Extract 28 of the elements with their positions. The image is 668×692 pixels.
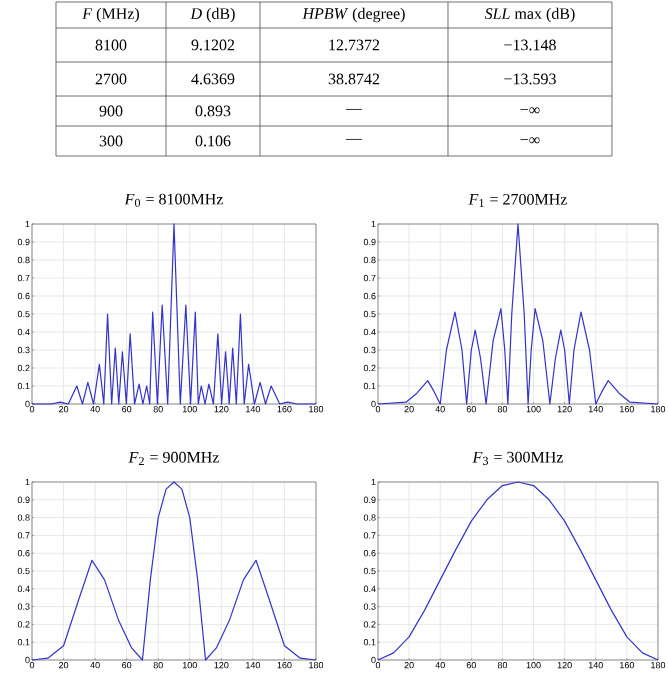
text: 2700 [95,73,127,85]
chart-title: F$_{1}$ = 2700MHz [468,193,567,207]
text: 8100 [95,39,127,51]
text: 38.8742 [328,73,380,85]
text: D (dB) [190,7,235,23]
chart-title: F$_{0}$ = 8100MHz [124,193,223,207]
line-series [377,223,659,405]
text: 0.106 [195,135,231,147]
line-series [31,223,317,405]
text: F (MHz) [82,7,139,23]
text: 0.893 [195,105,231,117]
text: 4.6369 [191,73,235,85]
text: −13.148 [504,39,556,51]
text: 300 [99,135,123,147]
chart-title: F$_{2}$ = 900MHz [128,451,219,465]
text: SLL max (dB) [484,7,575,23]
text: −∞ [520,137,540,144]
text: 9.1202 [191,39,235,51]
text: HPBW (degree) [302,7,405,23]
line-series [31,481,317,661]
text: — [345,138,363,140]
line-series [377,481,659,661]
text: −13.593 [504,73,556,85]
chart-title: F$_{3}$ = 300MHz [472,451,563,465]
text: — [345,108,363,110]
text: 900 [99,105,123,117]
text: 12.7372 [329,39,380,51]
text: −∞ [520,107,540,114]
